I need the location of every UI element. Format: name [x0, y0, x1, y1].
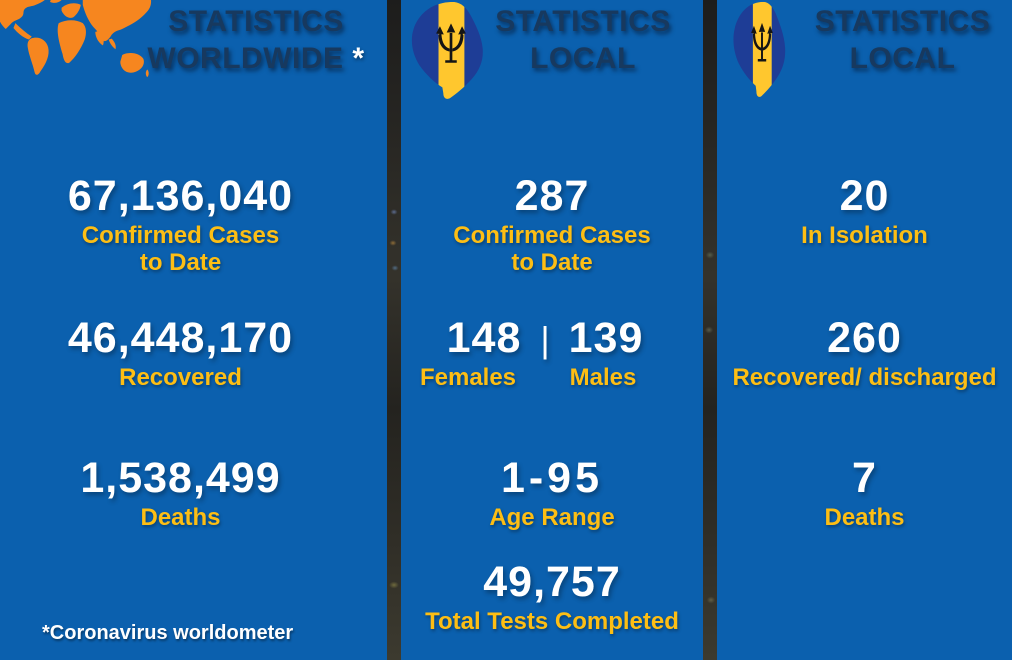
divider-bar: | [540, 319, 550, 360]
stat-value: 46,448,170 [67, 314, 294, 362]
stat-label: Confirmed Cases [81, 222, 280, 249]
title-line-2: WORLDWIDE * [147, 42, 365, 75]
stat-in-isolation: 20 In Isolation [717, 170, 1012, 249]
panel-title-local-status: STATISTICS LOCAL [795, 3, 1010, 77]
stat-local-confirmed: 287 Confirmed Cases to Date [401, 170, 703, 276]
stat-worldwide-deaths: 1,538,499 Deaths [0, 452, 387, 531]
stat-label: Recovered/ discharged [732, 364, 997, 391]
barbados-flag-map-icon [403, 0, 499, 102]
stat-label: Recovered [119, 364, 242, 391]
source-footnote: *Coronavirus worldometer [42, 622, 294, 644]
stat-label: Deaths [824, 504, 905, 531]
stat-value: 287 [514, 172, 590, 220]
panel-title-local-cases: STATISTICS LOCAL [467, 3, 699, 77]
stat-gender-breakdown: 148 | 139 Females Males [401, 312, 703, 398]
title-line-1: STATISTICS [495, 5, 671, 38]
title-line-1: STATISTICS [168, 5, 344, 38]
title-line-1: STATISTICS [814, 5, 991, 38]
stat-total-tests: 49,757 Total Tests Completed [401, 556, 703, 635]
stat-value: 7 [852, 454, 877, 502]
trident-icon [436, 23, 466, 63]
panel-title-worldwide: STATISTICS WORLDWIDE * [125, 3, 387, 77]
stat-label: Confirmed Cases [453, 222, 651, 249]
stat-label: Total Tests Completed [425, 608, 679, 635]
stat-age-range: 1-95 Age Range [401, 452, 703, 531]
stat-value: 1-95 [500, 454, 604, 502]
trident-icon [751, 22, 773, 62]
stat-value: 20 [839, 172, 890, 220]
stat-value: 1,538,499 [80, 454, 281, 502]
males-count: 139 [568, 314, 644, 362]
stat-worldwide-confirmed: 67,136,040 Confirmed Cases to Date [0, 170, 387, 276]
stat-label-line2: to Date [511, 249, 593, 276]
stat-deaths-local: 7 Deaths [717, 452, 1012, 531]
stat-value: 67,136,040 [67, 172, 294, 220]
title-line-2: LOCAL [530, 42, 636, 75]
world-map-icon [0, 0, 154, 82]
panel-local-status: STATISTICS LOCAL 20 In Isolation 260 Rec… [717, 0, 1012, 660]
stat-label: Deaths [140, 504, 221, 531]
stat-label-line2: to Date [139, 249, 222, 276]
title-line-2: LOCAL [849, 42, 956, 75]
stat-label: Age Range [489, 504, 615, 531]
stat-recovered-discharged: 260 Recovered/ discharged [717, 312, 1012, 391]
females-count: 148 [446, 314, 522, 362]
asterisk-marker: * [352, 42, 365, 75]
stat-label: In Isolation [801, 222, 928, 249]
stat-value: 260 [827, 314, 902, 362]
stat-worldwide-recovered: 46,448,170 Recovered [0, 312, 387, 391]
panel-worldwide: STATISTICS WORLDWIDE * 67,136,040 Confir… [0, 0, 387, 660]
females-label: Females [419, 364, 517, 391]
males-label: Males [569, 364, 637, 391]
panel-local-cases: STATISTICS LOCAL 287 Confirmed Cases to … [401, 0, 703, 660]
barbados-flag-map-icon [727, 0, 797, 100]
stat-value: 49,757 [483, 558, 621, 606]
